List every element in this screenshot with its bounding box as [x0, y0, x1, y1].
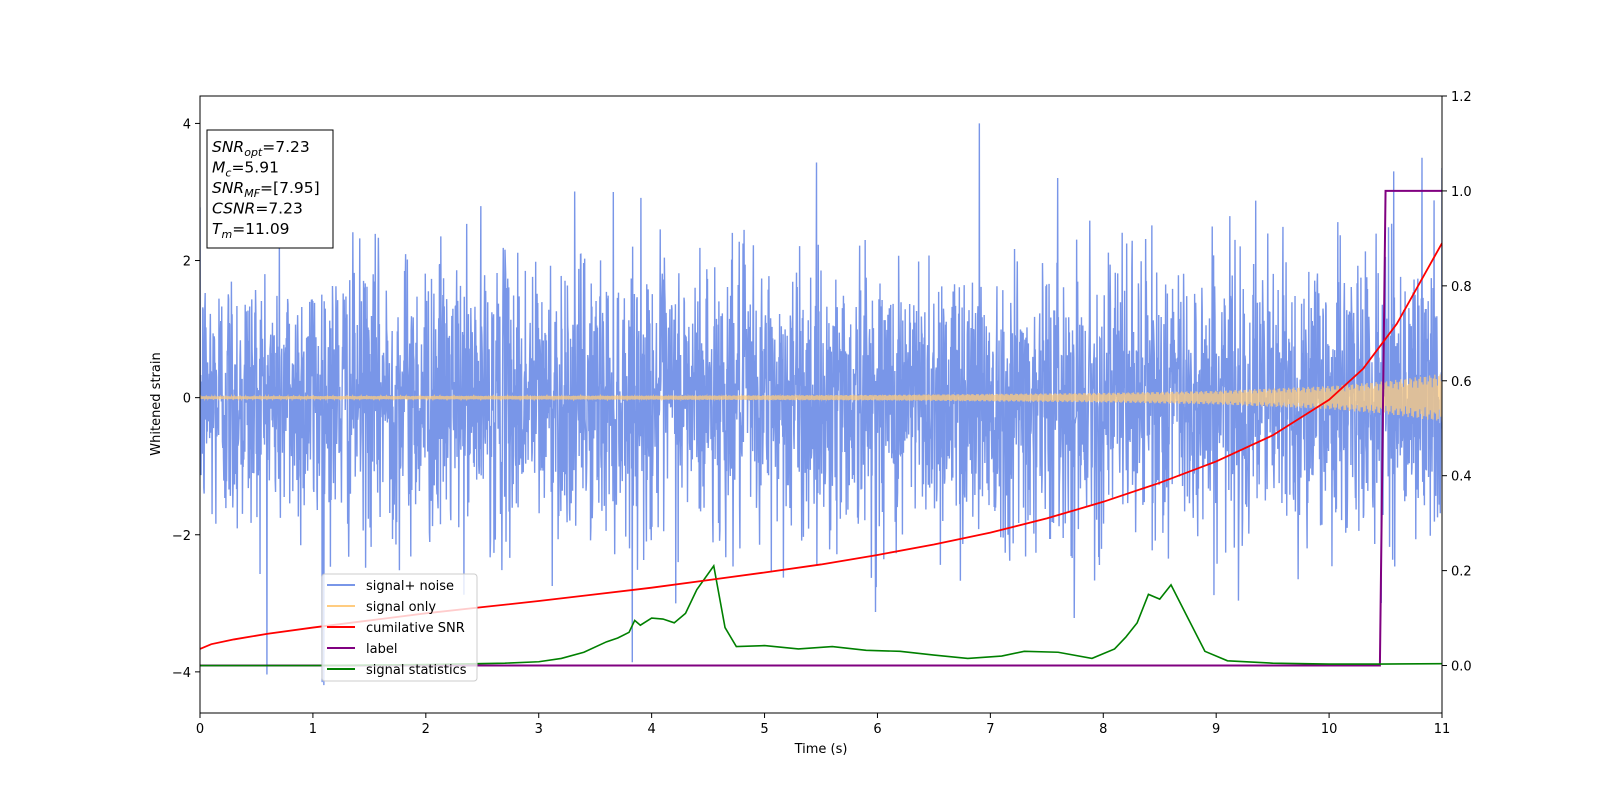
x-tick-label: 0 [196, 722, 204, 737]
legend-entry-label: cumilative SNR [366, 621, 465, 636]
legend-entry-label: label [366, 642, 397, 657]
x-axis-label: Time (s) [794, 742, 848, 757]
info-box-frame [206, 129, 334, 249]
info-annotation: Mc=5.91 [212, 159, 279, 180]
y-right-tick-label: 0.6 [1451, 375, 1472, 390]
y-right-tick-label: 0.8 [1451, 280, 1472, 295]
y-right-tick-label: 0.2 [1451, 565, 1472, 580]
series-signal-statistics-line [200, 563, 1442, 667]
legend: signal+ noise signal only cumilative SNR la… [321, 573, 478, 682]
info-annotation: CSNR=7.23 [212, 200, 303, 218]
x-tick-label: 7 [986, 722, 994, 737]
x-tick-label: 3 [535, 722, 543, 737]
x-tick-label: 4 [647, 722, 655, 737]
x-tick-label: 5 [760, 722, 768, 737]
y-left-tick-label: 2 [183, 255, 191, 270]
series-signal-only-line [200, 374, 1442, 422]
legend-entry-label: signal statistics [366, 663, 467, 678]
y-right-tick-label: 1.2 [1451, 90, 1472, 105]
x-tick-label: 9 [1212, 722, 1220, 737]
x-tick-label: 2 [422, 722, 430, 737]
y-right-tick-label: 1.0 [1451, 185, 1472, 200]
series-label-line [200, 189, 1442, 667]
series-signal-noise-line [200, 123, 1442, 686]
legend-entry-label: signal only [366, 600, 436, 615]
info-annotation: SNRopt=7.23 [212, 138, 310, 159]
x-tick-label: 11 [1434, 722, 1451, 737]
legend-entry-label: signal+ noise [366, 579, 454, 594]
x-tick-label: 6 [873, 722, 881, 737]
legend-frame [321, 573, 478, 682]
y-left-tick-label: −4 [172, 666, 191, 681]
x-tick-label: 10 [1321, 722, 1338, 737]
x-tick-label: 1 [309, 722, 317, 737]
y-left-tick-label: −2 [172, 529, 191, 544]
ticks-layer: 0 1 2 3 4 5 6 7 8 9 10 11 −4 −2 0 2 4 0.0 0.2 0.4 0.6 0.8 1.0 1… [172, 90, 1472, 737]
y-left-tick-label: 4 [183, 117, 191, 132]
y-right-tick-label: 0.0 [1451, 660, 1472, 675]
y-axis-label: Whitened strain [149, 352, 164, 455]
y-right-tick-label: 0.4 [1451, 470, 1472, 485]
x-tick-label: 8 [1099, 722, 1107, 737]
plot-frame [199, 95, 1443, 714]
y-left-tick-label: 0 [183, 392, 191, 407]
info-annotation: Tm=11.09 [212, 220, 290, 241]
info-annotation: SNRMF=[7.95] [212, 179, 320, 200]
